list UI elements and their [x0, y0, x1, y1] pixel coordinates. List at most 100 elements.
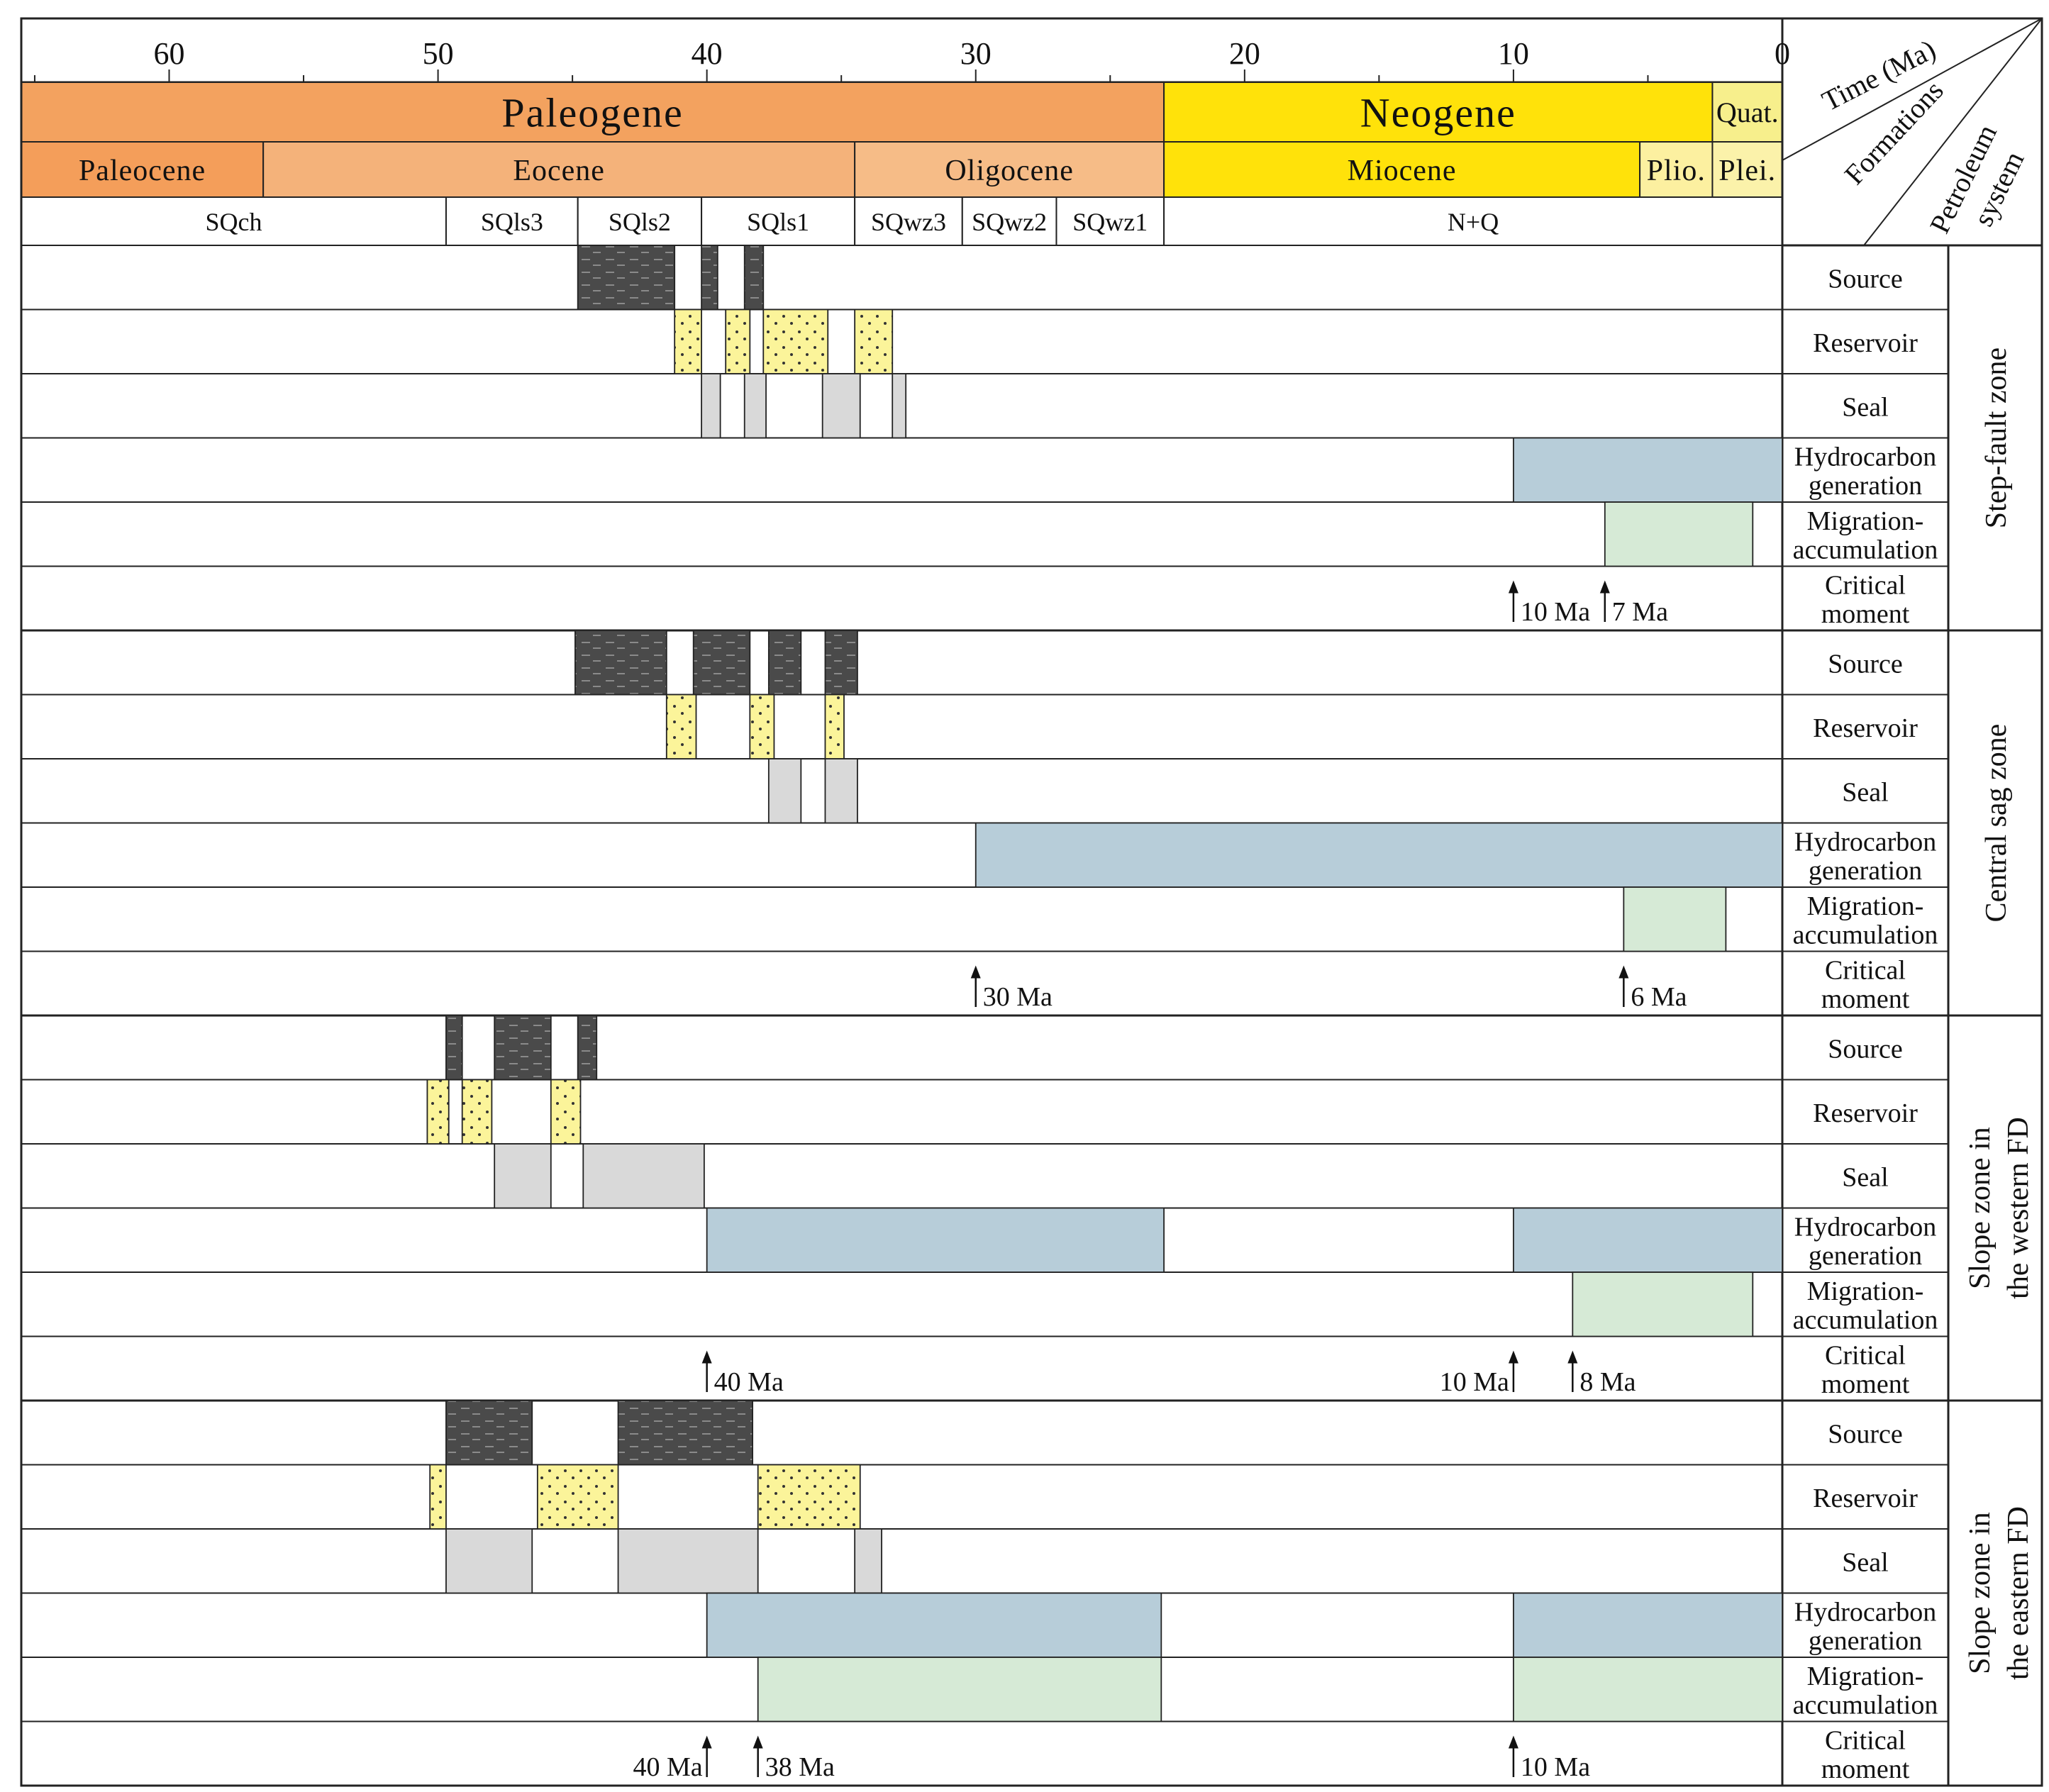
migration-interval-bar — [757, 1657, 1162, 1723]
critical-moment-label: 10 Ma — [1521, 1752, 1590, 1782]
generation-interval-bar — [1513, 1592, 1783, 1658]
seal-interval-bar — [445, 1528, 533, 1594]
formation-cell — [1055, 196, 1165, 246]
source-interval-bar — [701, 245, 718, 311]
epoch-cell — [1639, 141, 1714, 198]
generation-interval-bar — [974, 822, 1783, 888]
row-label-critical-line2: moment — [1821, 1369, 1910, 1399]
seal-interval-bar — [743, 373, 767, 439]
header-layer — [21, 18, 2043, 1786]
formation-cell — [854, 196, 963, 246]
formation-label: SQwz1 — [1072, 208, 1148, 236]
formation-label: SQls3 — [481, 208, 543, 236]
reservoir-interval-bar — [824, 694, 845, 759]
critical-moment-label: 38 Ma — [765, 1752, 835, 1782]
critical-moment-label: 8 Ma — [1579, 1367, 1636, 1397]
row-label-critical-line2: moment — [1821, 1754, 1910, 1784]
row-label-generation: Hydrocarbon — [1794, 827, 1936, 857]
period-cell — [1711, 82, 1784, 143]
generation-interval-bar — [1513, 437, 1783, 503]
row-label-migration: Migration- — [1807, 1276, 1924, 1306]
epoch-label: Plei. — [1718, 155, 1776, 187]
critical-moment-label: 7 Ma — [1612, 597, 1668, 627]
source-interval-bar — [577, 1015, 598, 1081]
zone-name: Central sag zone — [1980, 724, 2013, 923]
row-label-critical: Critical — [1825, 1340, 1906, 1370]
formation-label: SQwz2 — [972, 208, 1047, 236]
migration-interval-bar — [1513, 1657, 1783, 1723]
epoch-cell — [854, 141, 1165, 198]
critical-moment-label: 40 Ma — [633, 1752, 703, 1782]
reservoir-interval-bar — [762, 308, 829, 374]
critical-moment-label: 10 Ma — [1521, 597, 1590, 627]
generation-interval-bar — [706, 1207, 1165, 1273]
zone-name-line2: the western FD — [2002, 1117, 2035, 1299]
row-label-generation-line2: generation — [1809, 1241, 1922, 1271]
background-layer — [20, 17, 2043, 1787]
row-label-critical-line2: moment — [1821, 984, 1910, 1014]
row-label-reservoir: Reservoir — [1813, 1098, 1918, 1128]
epoch-label: Oligocene — [945, 155, 1074, 187]
zone-name: Slope zone in — [1964, 1127, 1997, 1289]
zone-name: Step-fault zone — [1980, 347, 2013, 528]
period-label: Paleogene — [501, 89, 683, 135]
epoch-label: Paleocene — [79, 155, 206, 187]
critical-moment-arrowhead — [1618, 965, 1629, 979]
period-label: Quat. — [1716, 96, 1779, 128]
migration-interval-bar — [1572, 1271, 1754, 1337]
row-label-source: Source — [1828, 1034, 1903, 1064]
row-label-migration-line2: accumulation — [1793, 920, 1938, 950]
row-label-generation: Hydrocarbon — [1794, 1597, 1936, 1627]
row-label-source: Source — [1828, 1419, 1903, 1449]
reservoir-interval-bar — [429, 1464, 447, 1530]
migration-interval-bar — [1604, 501, 1754, 567]
row-label-migration-line2: accumulation — [1793, 1691, 1938, 1720]
bars-layer — [426, 245, 1783, 1777]
row-label-migration-line2: accumulation — [1793, 1306, 1938, 1335]
row-label-seal: Seal — [1842, 777, 1888, 807]
seal-interval-bar — [494, 1143, 552, 1209]
source-interval-bar — [445, 1015, 463, 1081]
migration-interval-bar — [1623, 886, 1727, 952]
epoch-cell — [262, 141, 856, 198]
source-interval-bar — [617, 1400, 754, 1466]
axis-tick-label: 10 — [1498, 36, 1529, 71]
formation-label: SQls2 — [609, 208, 671, 236]
seal-interval-bar — [824, 758, 858, 824]
row-label-generation-line2: generation — [1809, 1626, 1922, 1656]
epoch-cell — [1163, 141, 1641, 198]
reservoir-interval-bar — [725, 308, 751, 374]
reservoir-interval-bar — [426, 1079, 450, 1145]
zone-name-line2: the eastern FD — [2002, 1506, 2035, 1680]
reservoir-interval-bar — [550, 1079, 582, 1145]
row-label-migration: Migration- — [1807, 506, 1924, 536]
row-label-reservoir: Reservoir — [1813, 713, 1918, 743]
row-label-generation: Hydrocarbon — [1794, 1212, 1936, 1242]
formation-label: SQch — [205, 208, 262, 236]
axis-tick-label: 50 — [423, 36, 454, 71]
epoch-label: Eocene — [513, 155, 605, 187]
source-interval-bar — [494, 1015, 552, 1081]
formation-cell — [1163, 196, 1783, 246]
row-label-generation: Hydrocarbon — [1794, 442, 1936, 472]
reservoir-interval-bar — [461, 1079, 493, 1145]
formation-cell — [701, 196, 856, 246]
axis-tick-label: 20 — [1229, 36, 1260, 71]
seal-interval-bar — [821, 373, 861, 439]
critical-moment-arrowhead — [1567, 1350, 1578, 1364]
reservoir-interval-bar — [536, 1464, 619, 1530]
corner-diagonal-1 — [1782, 18, 2043, 161]
critical-moment-arrowhead — [1508, 1735, 1518, 1749]
row-label-critical: Critical — [1825, 570, 1906, 600]
critical-moment-arrowhead — [753, 1735, 763, 1749]
seal-interval-bar — [582, 1143, 705, 1209]
critical-moment-arrowhead — [970, 965, 981, 979]
row-label-critical-line2: moment — [1821, 599, 1910, 629]
seal-interval-bar — [617, 1528, 759, 1594]
row-label-source: Source — [1828, 264, 1903, 294]
zone-name: Slope zone in — [1964, 1512, 1997, 1674]
row-label-critical: Critical — [1825, 1725, 1906, 1755]
text-layer: 60 50 40 30 20 10 0 Paleogene Neogene Quat. Paleoc… — [20, 18, 2035, 1786]
formation-cell — [577, 196, 703, 246]
source-interval-bar — [574, 630, 667, 696]
